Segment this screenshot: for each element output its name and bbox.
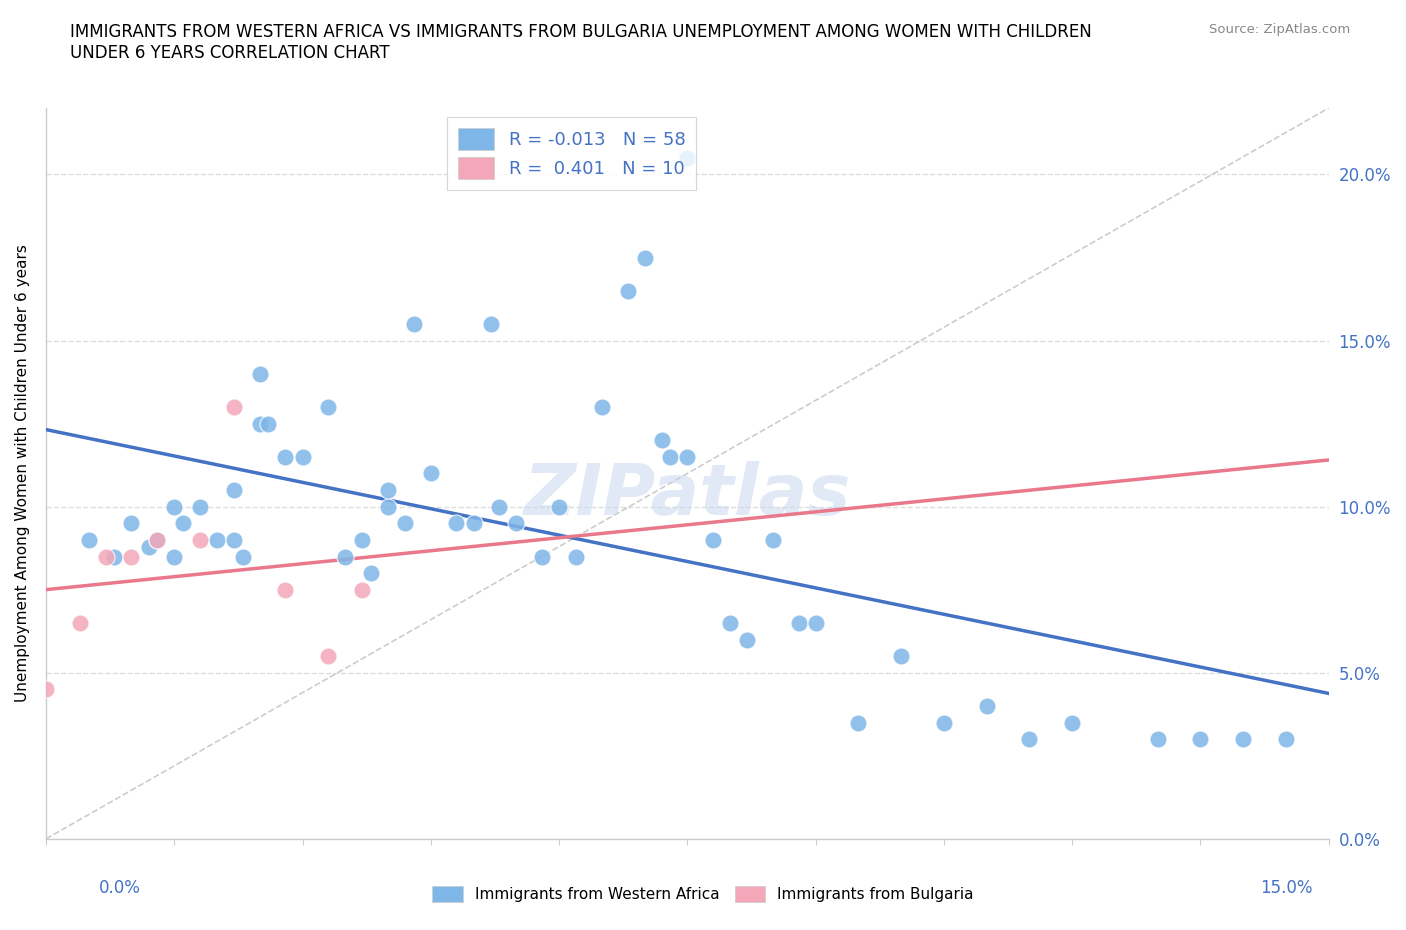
Point <box>316 649 339 664</box>
Point <box>316 400 339 415</box>
Point <box>1189 732 1212 747</box>
Legend: R = -0.013   N = 58, R =  0.401   N = 10: R = -0.013 N = 58, R = 0.401 N = 10 <box>447 117 696 190</box>
Point <box>35 682 58 697</box>
Point <box>804 616 827 631</box>
Point <box>735 632 758 647</box>
Point <box>224 533 246 548</box>
Point <box>976 698 998 713</box>
Point <box>274 582 297 597</box>
Point <box>249 417 271 432</box>
Point <box>505 516 527 531</box>
Point <box>591 400 613 415</box>
Legend: Immigrants from Western Africa, Immigrants from Bulgaria: Immigrants from Western Africa, Immigran… <box>426 880 980 909</box>
Point <box>224 483 246 498</box>
Point <box>616 284 638 299</box>
Point <box>188 533 211 548</box>
Point <box>360 565 382 580</box>
Point <box>232 549 254 564</box>
Point <box>676 449 699 464</box>
Point <box>659 449 682 464</box>
Point <box>163 499 186 514</box>
Point <box>274 449 297 464</box>
Y-axis label: Unemployment Among Women with Children Under 6 years: Unemployment Among Women with Children U… <box>15 245 30 702</box>
Point <box>163 549 186 564</box>
Point <box>718 616 741 631</box>
Point <box>205 533 228 548</box>
Text: 15.0%: 15.0% <box>1260 879 1313 897</box>
Point <box>488 499 510 514</box>
Point <box>335 549 357 564</box>
Point <box>548 499 571 514</box>
Point <box>77 533 100 548</box>
Point <box>676 151 699 166</box>
Point <box>463 516 485 531</box>
Point <box>565 549 588 564</box>
Point <box>890 649 912 664</box>
Point <box>224 400 246 415</box>
Point <box>249 366 271 381</box>
Point <box>402 316 425 331</box>
Point <box>446 516 468 531</box>
Point <box>103 549 125 564</box>
Point <box>419 466 441 481</box>
Point <box>633 250 655 265</box>
Point <box>94 549 117 564</box>
Point <box>479 316 502 331</box>
Text: IMMIGRANTS FROM WESTERN AFRICA VS IMMIGRANTS FROM BULGARIA UNEMPLOYMENT AMONG WO: IMMIGRANTS FROM WESTERN AFRICA VS IMMIGR… <box>70 23 1092 62</box>
Point <box>172 516 194 531</box>
Point <box>530 549 553 564</box>
Point <box>394 516 416 531</box>
Point <box>121 549 143 564</box>
Point <box>69 616 91 631</box>
Point <box>291 449 314 464</box>
Point <box>932 715 955 730</box>
Point <box>702 533 724 548</box>
Text: ZIPatlas: ZIPatlas <box>523 461 851 530</box>
Point <box>377 483 399 498</box>
Text: 0.0%: 0.0% <box>98 879 141 897</box>
Point <box>1275 732 1298 747</box>
Point <box>1146 732 1168 747</box>
Point <box>762 533 785 548</box>
Point <box>188 499 211 514</box>
Point <box>651 432 673 447</box>
Point <box>352 533 374 548</box>
Point <box>787 616 810 631</box>
Point <box>146 533 169 548</box>
Point <box>848 715 870 730</box>
Point <box>146 533 169 548</box>
Point <box>1232 732 1254 747</box>
Point <box>138 539 160 554</box>
Point <box>121 516 143 531</box>
Point <box>1018 732 1040 747</box>
Point <box>1062 715 1084 730</box>
Text: Source: ZipAtlas.com: Source: ZipAtlas.com <box>1209 23 1350 36</box>
Point <box>377 499 399 514</box>
Point <box>352 582 374 597</box>
Point <box>257 417 280 432</box>
